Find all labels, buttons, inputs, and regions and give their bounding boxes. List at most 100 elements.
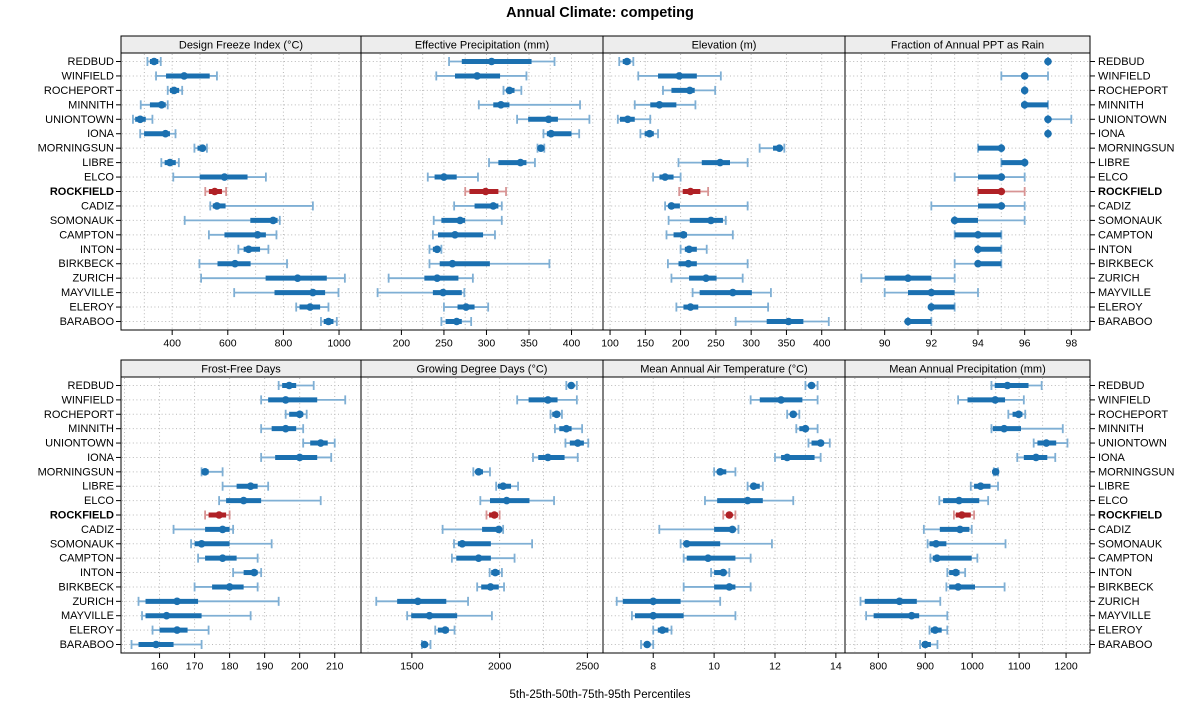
- interval-row-morningsun: [713, 467, 737, 477]
- median-dot: [1032, 453, 1040, 462]
- interval-row-baraboo: [640, 640, 655, 649]
- x-tick-label: 1000: [961, 661, 985, 673]
- interval-row-eleroy: [295, 302, 330, 312]
- site-label-right: ZURICH: [1098, 273, 1140, 285]
- interval-row-elco: [652, 172, 682, 182]
- interval-row-eleroy: [652, 625, 673, 635]
- median-dot: [777, 396, 785, 404]
- site-label-right: INTON: [1098, 567, 1132, 579]
- median-dot: [250, 568, 258, 577]
- median-dot: [573, 439, 582, 447]
- interval-row-uniontown: [302, 438, 336, 448]
- interval-row-somonauk: [453, 539, 534, 549]
- x-tick-label: 2500: [576, 661, 600, 673]
- interval-row-eleroy: [434, 625, 456, 635]
- median-dot: [1014, 410, 1023, 419]
- site-label-right: ZURICH: [1098, 596, 1140, 608]
- median-dot: [704, 554, 712, 562]
- median-dot: [285, 381, 293, 390]
- interval-row-uniontown: [132, 114, 154, 124]
- interval-row-rockfield: [952, 510, 975, 520]
- interval-row-elco: [479, 496, 555, 506]
- median-dot: [904, 317, 912, 326]
- median-dot: [162, 611, 171, 620]
- interval-row-somonauk: [667, 215, 727, 225]
- site-label-left: BIRKBECK: [58, 581, 114, 593]
- interval-row-birkbeck: [682, 582, 752, 592]
- median-dot: [686, 187, 695, 196]
- x-tick-label: 100: [601, 338, 619, 350]
- median-dot: [150, 57, 158, 66]
- interval-row-iona: [260, 452, 333, 462]
- interval-row-eleroy: [443, 302, 490, 312]
- x-tick-label: 800: [870, 661, 888, 673]
- interval-row-zurich: [200, 273, 346, 283]
- site-label-left: IONA: [87, 452, 115, 464]
- interval-row-minnith: [554, 424, 584, 434]
- median-dot: [231, 259, 239, 268]
- site-label-right: MINNITH: [1098, 423, 1144, 435]
- panel-header: [844, 35, 1091, 54]
- median-dot: [951, 568, 960, 577]
- site-label-left: BARABOO: [60, 639, 115, 651]
- interval-row-rocheport: [284, 409, 308, 419]
- site-label-right: MORNINGSUN: [1098, 466, 1174, 478]
- interval-row-redbud: [804, 381, 819, 390]
- median-dot: [309, 288, 317, 297]
- interval-row-elco: [218, 496, 322, 506]
- median-dot: [152, 640, 160, 649]
- chart-title: Annual Climate: competing: [506, 5, 694, 21]
- site-labels-block-1: REDBUD REDBUD WINFIELD WINFIELD ROCHEPORT ROC…: [38, 380, 1175, 651]
- interval-row-rockfield: [485, 510, 501, 520]
- site-label-right: SOMONAUK: [1098, 538, 1163, 550]
- interval-row-mayville: [691, 288, 772, 298]
- panel-header-title: Elevation (m): [692, 40, 757, 52]
- median-dot: [456, 216, 464, 225]
- x-axis: 200 250 300 350 400: [393, 330, 581, 350]
- median-dot: [1020, 101, 1029, 109]
- x-tick-label: 96: [1019, 338, 1031, 350]
- median-dot: [784, 317, 793, 326]
- median-dot: [907, 611, 916, 620]
- interval-row-baraboo: [320, 317, 338, 326]
- x-tick-label: 180: [221, 661, 239, 673]
- panel-frost-free-days: Frost-Free Days 160 170 180 190 200 210: [120, 359, 362, 673]
- panel-header-title: Frost-Free Days: [201, 364, 281, 376]
- interval-row-zurich: [137, 596, 280, 606]
- median-dot: [679, 231, 688, 239]
- site-label-left: CAMPTON: [59, 553, 114, 565]
- median-dot: [974, 259, 982, 268]
- median-dot: [789, 410, 798, 419]
- site-label-left: ZURICH: [72, 596, 114, 608]
- interval-row-inton: [946, 568, 967, 578]
- x-tick-label: 200: [393, 338, 411, 350]
- interval-row-zurich: [375, 596, 469, 606]
- median-dot: [661, 173, 669, 181]
- site-label-left: MORNINGSUN: [38, 143, 114, 155]
- x-tick-label: 1500: [400, 661, 424, 673]
- interval-row-redbud: [277, 381, 315, 390]
- median-dot: [433, 245, 441, 254]
- median-dot: [623, 57, 631, 66]
- interval-row-zurich: [860, 273, 956, 283]
- x-tick-label: 350: [520, 338, 538, 350]
- x-axis: 400 600 800 1000: [163, 330, 351, 350]
- interval-row-mayville: [233, 288, 340, 298]
- x-tick-label: 250: [435, 338, 453, 350]
- median-dot: [1044, 57, 1052, 66]
- interval-row-cadiz: [172, 524, 235, 534]
- x-tick-label: 300: [742, 338, 760, 350]
- interval-row-rocheport: [1020, 85, 1029, 95]
- median-dot: [974, 245, 982, 254]
- interval-row-somonauk: [190, 539, 273, 549]
- interval-row-morningsun: [977, 143, 1006, 153]
- x-tick-label: 400: [563, 338, 581, 350]
- site-label-left: WINFIELD: [61, 394, 114, 406]
- median-dot: [451, 231, 459, 239]
- interval-row-mayville: [865, 611, 949, 621]
- site-label-left: MORNINGSUN: [38, 466, 114, 478]
- median-dot: [775, 144, 784, 152]
- median-dot: [198, 144, 207, 152]
- x-tick-label: 8: [650, 661, 656, 673]
- panel-header-title: Mean Annual Precipitation (mm): [889, 364, 1046, 376]
